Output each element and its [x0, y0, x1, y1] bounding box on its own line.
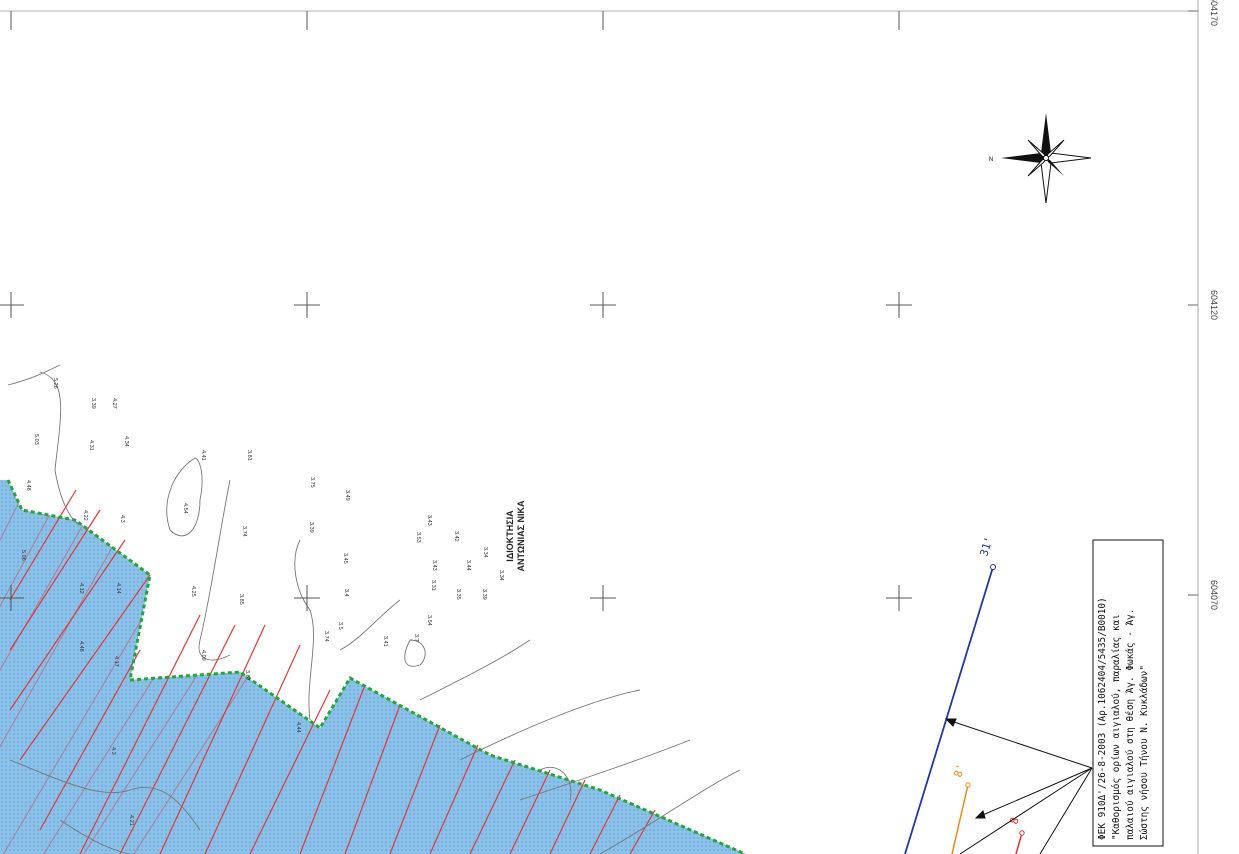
beach-line	[1016, 833, 1022, 854]
compass-rose: N	[989, 113, 1091, 203]
elevation-label: 4.41	[200, 450, 206, 461]
elevation-label: 3.53	[415, 532, 421, 543]
seashore-boundary-line	[905, 567, 993, 854]
fek-note-line: ΦΕΚ 910Δ'/26-8-2003 (Αρ.1062404/5435/Β00…	[1097, 597, 1108, 840]
elevation-label: 3.39	[90, 398, 96, 409]
coord-label-604070: 604070	[1209, 580, 1219, 610]
elevation-label: 3.34	[498, 570, 504, 581]
elevation-label: 3.39	[308, 522, 314, 533]
elevation-label: 3.45	[342, 553, 348, 564]
elevation-label: 3.31	[430, 580, 436, 591]
elevation-label: 5.26	[52, 378, 58, 389]
boundary-label-31: 31'	[977, 535, 995, 558]
old-seashore-line	[952, 785, 968, 854]
svg-text:8: 8	[1007, 816, 1021, 826]
elevation-label: 4.3	[119, 515, 125, 523]
boundary-point	[991, 565, 996, 570]
elevation-label: 4.31	[88, 440, 94, 451]
elevation-label: 3.44	[465, 560, 471, 571]
elevation-label: 3.74	[241, 526, 247, 537]
elevation-label: 4.27	[111, 398, 117, 409]
elevation-label: 3.54	[426, 615, 432, 626]
elevation-label: 4.09	[200, 650, 206, 661]
grid-crosses	[0, 292, 912, 611]
boundary-point	[966, 783, 970, 787]
elevation-label: 3.7	[413, 634, 419, 642]
elevation-label: 3.67	[244, 670, 250, 681]
elevation-label: 3.41	[382, 636, 388, 647]
elevation-label: 4.21	[128, 815, 134, 826]
svg-text:8': 8'	[951, 762, 967, 778]
elevation-label: 3.43	[431, 560, 437, 571]
elevation-label: 4.25	[190, 586, 196, 597]
elevation-label: 3.49	[344, 490, 350, 501]
coord-label-604120: 604120	[1209, 290, 1219, 320]
coord-label: 604120	[1209, 290, 1219, 320]
elevation-label: 3.39	[481, 589, 487, 600]
elevation-label: 4.54	[182, 503, 188, 514]
elevation-label: 4.44	[295, 722, 301, 733]
coord-label: 604170	[1209, 0, 1219, 26]
elevation-label: 3.5	[337, 622, 343, 630]
boundary-point	[1020, 831, 1024, 835]
elevation-label: 3.43	[426, 515, 432, 526]
coord-label: 604070	[1209, 580, 1219, 610]
elevation-label: 3.85	[238, 594, 244, 605]
elevation-label: 4.48	[78, 641, 84, 652]
elevation-label: 5.03	[33, 434, 39, 445]
elevation-label: 4.34	[123, 436, 129, 447]
elevation-label: 4.48	[25, 480, 31, 491]
elevation-label: 4.14	[115, 583, 121, 594]
elevation-label: 3.35	[455, 589, 461, 600]
sea-area	[0, 420, 760, 854]
coord-label-604170: 604170	[1209, 0, 1219, 26]
elevation-label: 4.22	[82, 510, 88, 521]
svg-text:31': 31'	[977, 535, 995, 558]
elevation-label: 3.81	[246, 450, 252, 461]
boundary-label-8-prime: 8'	[951, 762, 967, 778]
elevation-label: 4.12	[78, 583, 84, 594]
property-label-line1: ΙΔΙΟΚΤΗΣΙΑ	[505, 510, 515, 562]
elevation-label: 3.75	[309, 477, 315, 488]
elevation-label: 3.34	[482, 547, 488, 558]
property-label: ΙΔΙΟΚΤΗΣΙΑ ΑΝΤΩΝΙΑΣ ΝΙΚΑ	[505, 500, 526, 571]
elevation-label: 3.74	[323, 631, 329, 642]
elevation-label: 3.4	[343, 589, 349, 597]
property-label-line2: ΑΝΤΩΝΙΑΣ ΝΙΚΑ	[516, 500, 526, 571]
elevation-label: 3.42	[453, 531, 459, 542]
fek-note-line: Σώστης νήσου Τήνου Ν. Κυκλάδων"	[1139, 665, 1150, 840]
boundary-label-8: 8	[1007, 816, 1021, 826]
fek-note-line: "Καθορισμός ορίων αιγιαλού, παραλίας και	[1111, 614, 1122, 840]
elevation-label: 4.3	[110, 747, 116, 755]
elevation-label: 5.06	[20, 550, 26, 561]
fek-note-line: παλαιού αιγιαλού στη θέση Άγ. Φωκάς - Άγ…	[1125, 609, 1136, 840]
elevation-label: 4.17	[113, 656, 119, 667]
compass-north-label: N	[989, 157, 993, 163]
